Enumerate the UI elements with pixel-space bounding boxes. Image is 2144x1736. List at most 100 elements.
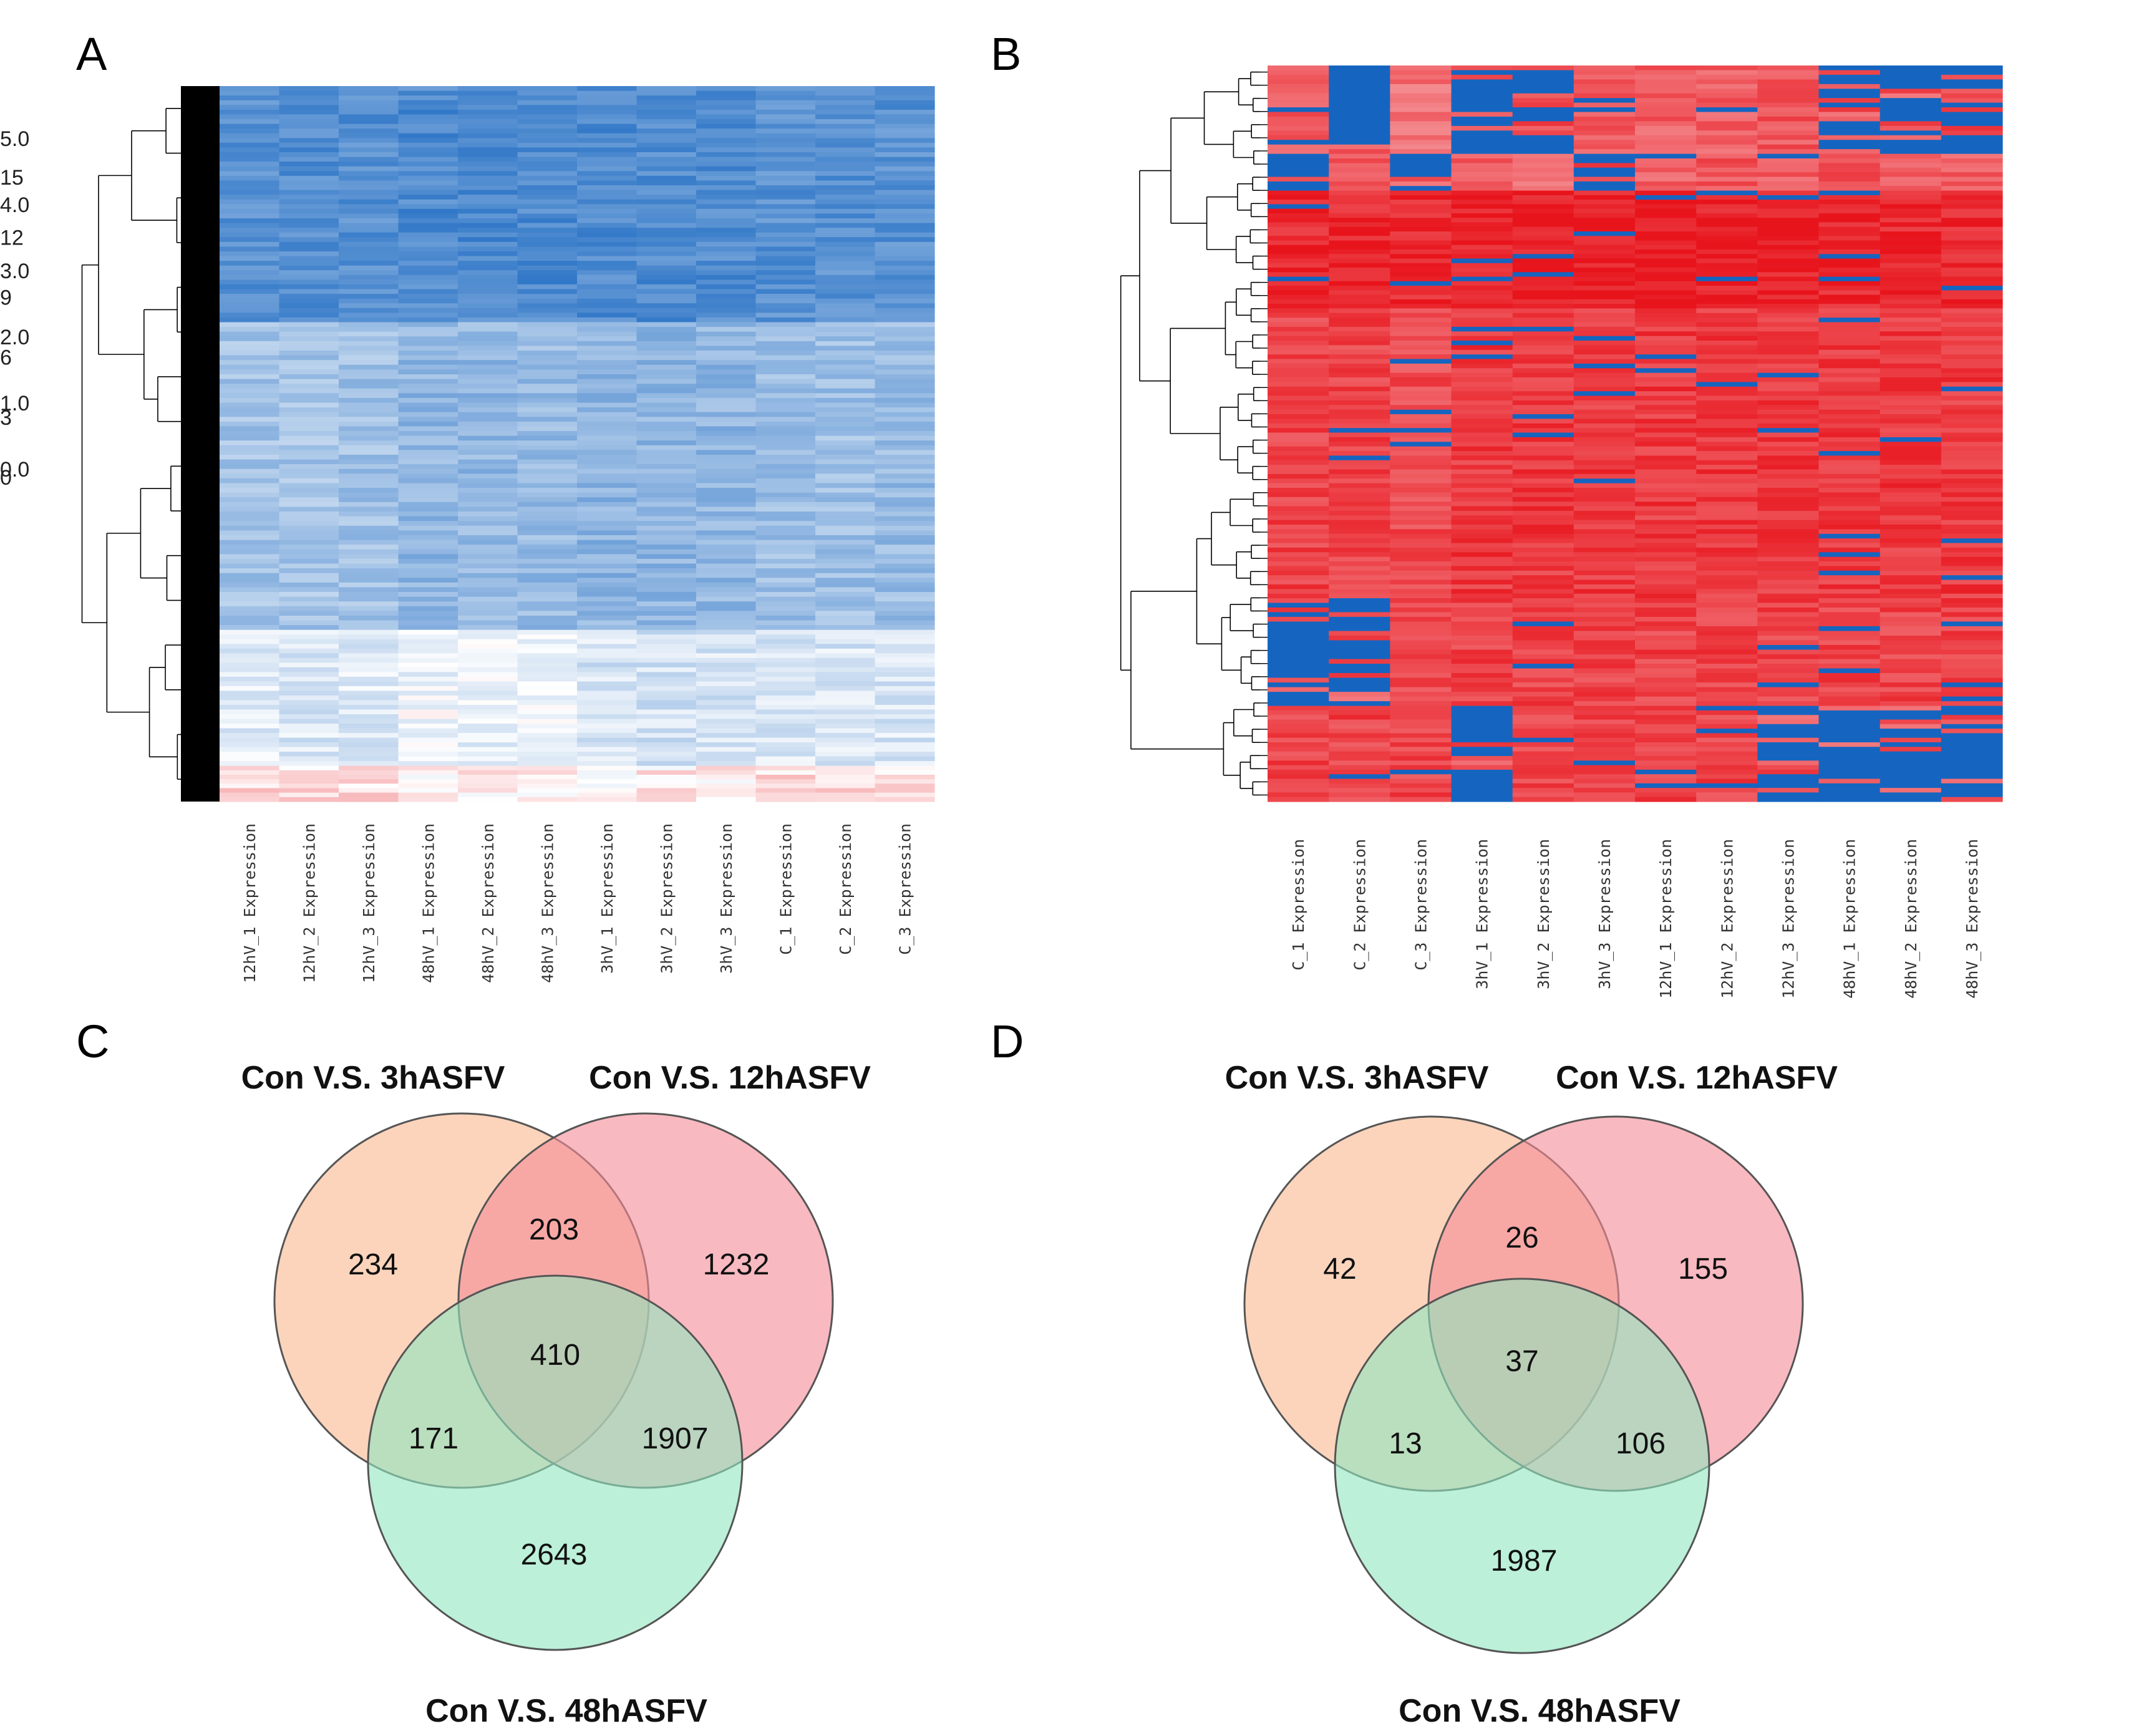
heatmap-cell — [398, 714, 458, 720]
heatmap-cell — [1268, 451, 1329, 456]
heatmap-cell — [517, 587, 578, 593]
heatmap-cell — [339, 507, 399, 512]
heatmap-cell — [1451, 451, 1513, 456]
heatmap-cell — [1818, 341, 1881, 346]
heatmap-cell — [1880, 473, 1942, 479]
heatmap-cell — [1451, 792, 1513, 798]
heatmap-cell — [696, 218, 757, 224]
heatmap-cell — [1880, 326, 1942, 332]
heatmap-cell — [279, 681, 339, 687]
heatmap-cell — [696, 445, 757, 450]
heatmap-cell — [220, 611, 280, 616]
heatmap-cell — [815, 676, 876, 682]
heatmap-cell — [1329, 195, 1390, 200]
heatmap-cell — [458, 737, 518, 743]
heatmap-cell — [696, 535, 757, 541]
heatmap-cell — [1573, 70, 1636, 75]
heatmap-cell — [755, 421, 816, 427]
heatmap-cell — [1757, 654, 1820, 660]
heatmap-cell — [1757, 117, 1820, 122]
heatmap-cell — [517, 792, 578, 798]
heatmap-cell — [1635, 506, 1697, 512]
heatmap-cell — [696, 742, 757, 748]
heatmap-cell — [1696, 231, 1758, 236]
heatmap-cell — [279, 783, 339, 789]
heatmap-cell — [1635, 405, 1697, 410]
heatmap-cell — [220, 468, 280, 474]
heatmap-cell — [815, 199, 876, 205]
heatmap-cell — [577, 308, 638, 313]
heatmap-cell — [1451, 446, 1513, 452]
heatmap-cell — [577, 426, 638, 432]
heatmap-cell — [220, 435, 280, 441]
heatmap-cell — [1573, 552, 1636, 558]
heatmap-cell — [1941, 729, 2003, 734]
heatmap-cell — [1451, 322, 1513, 327]
heatmap-cell — [1329, 377, 1390, 382]
heatmap-cell — [1696, 575, 1758, 581]
heatmap-cell — [636, 129, 697, 134]
heatmap-cell — [1818, 250, 1881, 255]
heatmap-cell — [220, 662, 280, 668]
heatmap-cell — [1941, 121, 2003, 127]
heatmap-cell — [458, 204, 518, 210]
heatmap-cell — [577, 388, 638, 394]
heatmap-cell — [1512, 74, 1574, 80]
heatmap-cell — [755, 592, 816, 598]
heatmap-cell — [815, 582, 876, 588]
heatmap-cell — [220, 691, 280, 696]
heatmap-cell — [1512, 368, 1574, 374]
heatmap-cell — [458, 770, 518, 775]
heatmap-cell — [1512, 428, 1574, 434]
heatmap-cell — [279, 95, 339, 101]
heatmap-cell — [1818, 645, 1881, 651]
heatmap-cell — [279, 492, 339, 498]
heatmap-cell — [1941, 510, 2003, 516]
heatmap-cell — [875, 152, 935, 158]
heatmap-cell — [875, 714, 935, 720]
heatmap-cell — [1268, 442, 1329, 447]
heatmap-cell — [1268, 263, 1329, 268]
heatmap-cell — [1512, 382, 1574, 387]
heatmap-cell — [458, 653, 518, 659]
heatmap-cell — [1512, 497, 1574, 502]
heatmap-cell — [1573, 395, 1636, 401]
heatmap-cell — [696, 507, 757, 512]
heatmap-cell — [1696, 84, 1758, 89]
heatmap-cell — [1880, 254, 1942, 259]
heatmap-cell — [1268, 345, 1329, 351]
heatmap-cell — [398, 246, 458, 252]
heatmap-cell — [815, 256, 876, 261]
heatmap-cell — [1512, 645, 1574, 651]
heatmap-cell — [1818, 442, 1881, 447]
heatmap-cell — [517, 507, 578, 512]
heatmap-cell — [815, 162, 876, 167]
heatmap-cell — [279, 709, 339, 715]
heatmap-cell — [398, 752, 458, 757]
heatmap-cell — [398, 327, 458, 332]
heatmap-cell — [1818, 382, 1881, 387]
colorbar-tick-label: 2.0 — [0, 326, 29, 349]
heatmap-cell — [1451, 318, 1513, 323]
heatmap-cell — [279, 109, 339, 115]
heatmap-cell — [398, 270, 458, 276]
heatmap-cell — [1329, 84, 1390, 89]
heatmap-cell — [1268, 304, 1329, 309]
heatmap-cell — [1880, 687, 1942, 692]
heatmap-cell — [875, 554, 935, 560]
heatmap-cell — [1329, 552, 1390, 558]
heatmap-cell — [1451, 391, 1513, 397]
heatmap-cell — [1757, 659, 1820, 664]
heatmap-cell — [755, 558, 816, 565]
heatmap-cell — [875, 251, 935, 257]
heatmap-cell — [279, 402, 339, 408]
heatmap-cell — [755, 341, 816, 347]
heatmap-cell — [1451, 286, 1513, 291]
heatmap-cell — [1451, 272, 1513, 278]
heatmap-cell — [1635, 525, 1697, 530]
heatmap-cell — [1329, 584, 1390, 589]
heatmap-cell — [1941, 478, 2003, 484]
heatmap-cell — [755, 265, 816, 271]
heatmap-cell — [636, 629, 697, 635]
heatmap-cell — [1573, 692, 1636, 697]
